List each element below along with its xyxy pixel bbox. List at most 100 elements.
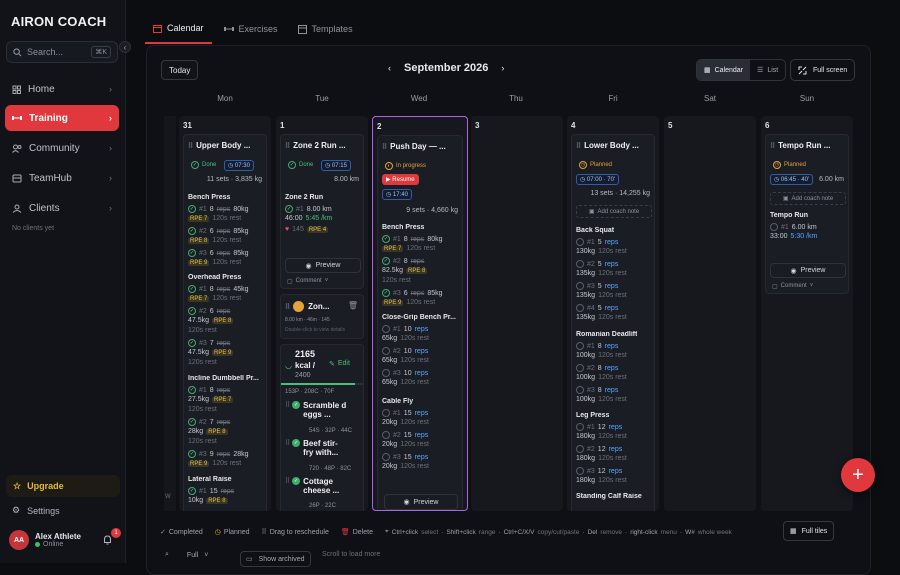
workout-card[interactable]: ⠿ Tempo Run ... ◷ Planned ◷ 06:45 · 40' 6.… bbox=[765, 134, 849, 294]
check-icon[interactable]: ✓ bbox=[292, 439, 301, 447]
check-icon[interactable]: ✓ bbox=[188, 386, 196, 394]
day-cell-tue[interactable]: 1 ⠿ Zone 2 Run ... ✓ Done ◷ 07:15 8.00 km … bbox=[276, 116, 368, 511]
today-button[interactable]: Today bbox=[161, 60, 199, 80]
preview-button[interactable]: ◉ Preview bbox=[770, 263, 846, 278]
collapse-sidebar-button[interactable]: ‹ bbox=[119, 41, 131, 53]
set-row[interactable]: ✓ #3 7 reps bbox=[188, 339, 230, 347]
circle-icon[interactable] bbox=[382, 409, 390, 417]
bell-icon[interactable] bbox=[103, 535, 112, 545]
set-row[interactable]: ✓ #1 8 reps 80kg bbox=[382, 235, 443, 243]
workout-card[interactable]: ⠿ Lower Body ... ◷ Planned ◷ 07:00 · 70' 1… bbox=[571, 134, 655, 511]
preview-button[interactable]: ◉ Preview bbox=[384, 494, 458, 510]
check-icon[interactable]: ✓ bbox=[292, 477, 301, 485]
check-icon[interactable]: ✓ bbox=[188, 418, 196, 426]
set-row[interactable]: #1 6.00 km bbox=[770, 223, 817, 231]
set-row[interactable]: #2 8 reps bbox=[576, 364, 618, 372]
day-cell-sat[interactable]: 5 bbox=[664, 116, 756, 511]
set-row[interactable]: ✓ #2 6 reps 85kg bbox=[188, 227, 249, 235]
circle-icon[interactable] bbox=[576, 304, 584, 312]
day-cell-mon[interactable]: 31 ⠿ Upper Body ... ✓ Done ◷ 07:30 11 sets… bbox=[179, 116, 271, 511]
set-row[interactable]: ✓ #3 6 reps 85kg bbox=[382, 289, 443, 297]
check-icon[interactable]: ✓ bbox=[285, 205, 293, 213]
circle-icon[interactable] bbox=[576, 282, 584, 290]
resume-button[interactable]: ▶ Resume bbox=[382, 174, 419, 185]
check-icon[interactable]: ✓ bbox=[188, 249, 196, 257]
circle-icon[interactable] bbox=[576, 445, 584, 453]
check-icon[interactable]: ✓ bbox=[188, 285, 196, 293]
workout-card[interactable]: ⠿ Upper Body ... ✓ Done ◷ 07:30 11 sets · … bbox=[183, 134, 267, 511]
view-calendar-button[interactable]: ▦ Calendar bbox=[697, 60, 751, 80]
set-row[interactable]: ✓ #3 6 reps 85kg bbox=[188, 249, 249, 257]
set-row[interactable]: #1 15 reps bbox=[382, 409, 428, 417]
user-profile[interactable]: AA Alex Athlete Online bbox=[9, 530, 81, 550]
chevron-left-icon[interactable]: ‹ bbox=[388, 63, 391, 73]
preview-button[interactable]: ◉ Preview bbox=[285, 258, 361, 273]
check-icon[interactable]: ✓ bbox=[382, 257, 390, 265]
sidebar-item-home[interactable]: Home › bbox=[5, 76, 119, 102]
set-row[interactable]: #2 10 reps bbox=[382, 347, 428, 355]
circle-icon[interactable] bbox=[576, 260, 584, 268]
set-row[interactable]: #3 12 reps bbox=[576, 467, 622, 475]
zoom-control[interactable]: ⌕ Full ˅ bbox=[165, 551, 208, 559]
search-box[interactable]: Search... ⌘K bbox=[6, 41, 118, 63]
fullscreen-button[interactable]: Full screen bbox=[790, 59, 856, 81]
nutrition-card[interactable]: 2165 ◡ kcal / 2400 ✎ Edit 153P · 208C · 7… bbox=[280, 344, 364, 511]
set-row[interactable]: ✓ #1 8 reps 80kg bbox=[188, 205, 249, 213]
day-cell-fri[interactable]: 4 ⠿ Lower Body ... ◷ Planned ◷ 07:00 · 70'… bbox=[567, 116, 659, 511]
upgrade-button[interactable]: ☆ Upgrade bbox=[6, 475, 120, 497]
circle-icon[interactable] bbox=[576, 364, 584, 372]
set-row[interactable]: #3 5 reps bbox=[576, 282, 618, 290]
set-row[interactable]: #2 15 reps bbox=[382, 431, 428, 439]
drag-handle-icon[interactable]: ⠿ bbox=[188, 142, 193, 150]
drag-handle-icon[interactable]: ⠿ bbox=[770, 142, 775, 150]
day-cell-sun[interactable]: 6 ⠿ Tempo Run ... ◷ Planned ◷ 06:45 · 40' … bbox=[761, 116, 853, 511]
add-fab-button[interactable]: + bbox=[841, 458, 875, 492]
circle-icon[interactable] bbox=[382, 325, 390, 333]
chevron-right-icon[interactable]: › bbox=[501, 63, 505, 73]
check-icon[interactable]: ✓ bbox=[188, 450, 196, 458]
set-row[interactable]: ✓ #1 15 reps bbox=[188, 487, 234, 495]
sidebar-item-community[interactable]: Community › bbox=[5, 135, 119, 161]
check-icon[interactable]: ✓ bbox=[382, 235, 390, 243]
set-row[interactable]: #2 5 reps bbox=[576, 260, 618, 268]
comment-toggle[interactable]: ▢ Comment ˅ bbox=[772, 283, 813, 290]
drag-handle-icon[interactable]: ⠿ bbox=[285, 142, 290, 150]
check-icon[interactable]: ✓ bbox=[382, 289, 390, 297]
circle-icon[interactable] bbox=[576, 342, 584, 350]
workout-card[interactable]: ⠿ Push Day — ... ◐ In progress ▶ Resume ◷ … bbox=[377, 135, 463, 510]
search-input[interactable]: Search... bbox=[27, 47, 64, 57]
check-icon[interactable]: ✓ bbox=[188, 227, 196, 235]
full-tiles-button[interactable]: ▦ Full tiles bbox=[783, 521, 835, 541]
add-coach-note-button[interactable]: ▣ Add coach note bbox=[770, 192, 846, 205]
comment-toggle[interactable]: ▢ Comment ˅ bbox=[287, 278, 328, 285]
set-row[interactable]: #4 5 reps bbox=[576, 304, 618, 312]
tab-exercises[interactable]: Exercises bbox=[216, 18, 286, 44]
set-row[interactable]: #2 12 reps bbox=[576, 445, 622, 453]
set-row[interactable]: #3 15 reps bbox=[382, 453, 428, 461]
set-row[interactable]: #1 12 reps bbox=[576, 423, 622, 431]
drag-handle-icon[interactable]: ⠿ bbox=[285, 440, 290, 447]
drag-handle-icon[interactable]: ⠿ bbox=[285, 303, 290, 311]
sidebar-item-clients[interactable]: Clients › bbox=[5, 195, 119, 221]
meal-row[interactable]: ⠿ ✓ Scramble d eggs ... bbox=[285, 401, 347, 419]
drag-handle-icon[interactable]: ⠿ bbox=[576, 142, 581, 150]
settings-link[interactable]: ⚙ Settings bbox=[12, 505, 60, 516]
meal-row[interactable]: ⠿ ✓ Cottage cheese ... bbox=[285, 477, 347, 495]
set-row[interactable]: #1 5 reps bbox=[576, 238, 618, 246]
set-row[interactable]: ✓ #2 6 reps bbox=[188, 307, 230, 315]
add-coach-note-button[interactable]: ▣ Add coach note bbox=[576, 205, 652, 218]
set-row[interactable]: #1 8 reps bbox=[576, 342, 618, 350]
circle-icon[interactable] bbox=[770, 223, 778, 231]
circle-icon[interactable] bbox=[576, 386, 584, 394]
circle-icon[interactable] bbox=[576, 238, 584, 246]
meal-row[interactable]: ⠿ ✓ Beef stir-fry with... bbox=[285, 439, 347, 457]
workout-card[interactable]: ⠿ Zone 2 Run ... ✓ Done ◷ 07:15 8.00 km Zo… bbox=[280, 134, 364, 289]
sidebar-item-training[interactable]: Training › bbox=[5, 105, 119, 131]
drag-handle-icon[interactable]: ⠿ bbox=[285, 478, 290, 485]
circle-icon[interactable] bbox=[382, 431, 390, 439]
drag-handle-icon[interactable]: ⠿ bbox=[382, 143, 387, 151]
set-row[interactable]: #1 10 reps bbox=[382, 325, 428, 333]
sidebar-item-teamhub[interactable]: TeamHub › bbox=[5, 165, 119, 191]
check-icon[interactable]: ✓ bbox=[188, 205, 196, 213]
circle-icon[interactable] bbox=[382, 347, 390, 355]
